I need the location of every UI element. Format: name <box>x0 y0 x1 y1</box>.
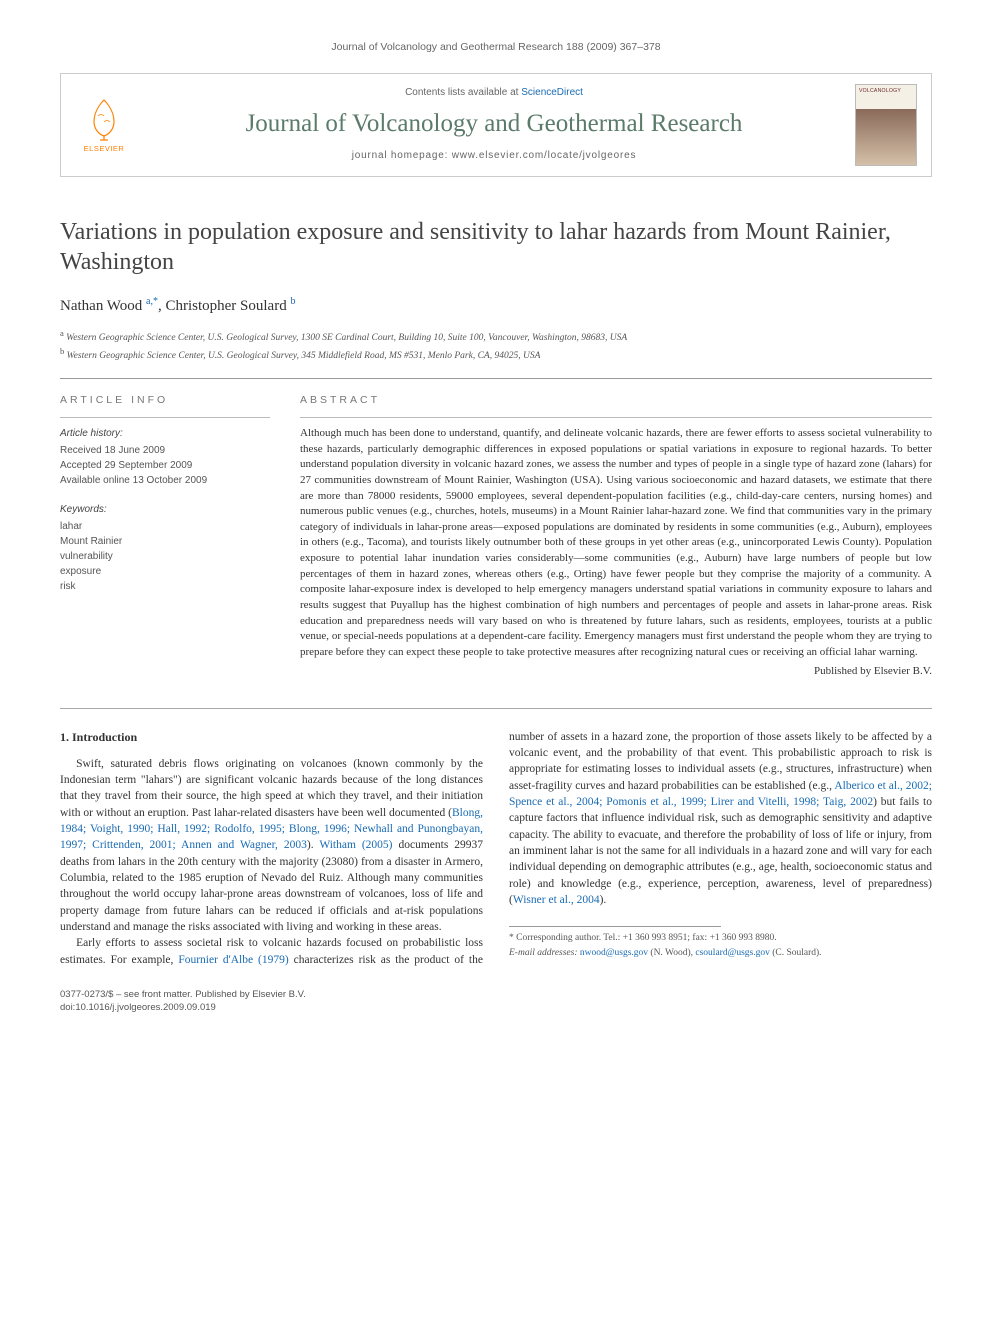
publisher-logo: ELSEVIER <box>75 93 133 157</box>
email-addresses: E-mail addresses: nwood@usgs.gov (N. Woo… <box>509 946 932 960</box>
intro-paragraph-1: Swift, saturated debris flows originatin… <box>60 756 483 936</box>
body-columns: 1. Introduction Swift, saturated debris … <box>60 729 932 968</box>
history-label: Article history: <box>60 426 270 441</box>
sciencedirect-link[interactable]: ScienceDirect <box>521 87 583 98</box>
keyword-item: lahar <box>60 519 270 534</box>
journal-cover-thumbnail: VOLCANOLOGY <box>855 84 917 166</box>
masthead-center: Contents lists available at ScienceDirec… <box>149 86 839 163</box>
elsevier-tree-icon <box>80 94 128 142</box>
contents-line: Contents lists available at ScienceDirec… <box>149 86 839 100</box>
corresponding-author: * Corresponding author. Tel.: +1 360 993… <box>509 931 932 945</box>
history-received: Received 18 June 2009 <box>60 443 270 458</box>
keyword-item: Mount Rainier <box>60 534 270 549</box>
article-info-heading: article info <box>60 393 270 408</box>
keyword-item: vulnerability <box>60 549 270 564</box>
running-head: Journal of Volcanology and Geothermal Re… <box>60 40 932 55</box>
info-abstract-row: article info Article history: Received 1… <box>60 393 932 680</box>
abstract-publisher-line: Published by Elsevier B.V. <box>300 664 932 679</box>
abstract-text: Although much has been done to understan… <box>300 426 932 660</box>
affiliations: a Western Geographic Science Center, U.S… <box>60 327 932 364</box>
journal-name: Journal of Volcanology and Geothermal Re… <box>149 106 839 141</box>
email-person-1: (N. Wood), <box>648 948 695 958</box>
cover-thumb-title: VOLCANOLOGY <box>859 88 901 95</box>
email-label: E-mail addresses: <box>509 948 578 958</box>
footnote-block: * Corresponding author. Tel.: +1 360 993… <box>509 926 932 960</box>
abstract-heading: abstract <box>300 393 932 408</box>
article-info: article info Article history: Received 1… <box>60 393 270 680</box>
keywords-block: Keywords: lahar Mount Rainier vulnerabil… <box>60 502 270 594</box>
email-person-2: (C. Soulard). <box>770 948 822 958</box>
abstract-rule <box>300 417 932 418</box>
homepage-url[interactable]: www.elsevier.com/locate/jvolgeores <box>452 150 637 161</box>
issn-line: 0377-0273/$ – see front matter. Publishe… <box>60 988 932 1001</box>
section-1-heading: 1. Introduction <box>60 729 483 746</box>
article-title: Variations in population exposure and se… <box>60 217 932 277</box>
email-link-2[interactable]: csoulard@usgs.gov <box>695 948 769 958</box>
affiliation-b: b Western Geographic Science Center, U.S… <box>60 345 932 363</box>
keywords-label: Keywords: <box>60 502 270 517</box>
abstract: abstract Although much has been done to … <box>300 393 932 680</box>
footer: 0377-0273/$ – see front matter. Publishe… <box>60 988 932 1015</box>
divider-rule <box>60 378 932 379</box>
info-rule <box>60 417 270 418</box>
homepage-line: journal homepage: www.elsevier.com/locat… <box>149 149 839 163</box>
keyword-item: risk <box>60 579 270 594</box>
history-block: Article history: Received 18 June 2009 A… <box>60 426 270 488</box>
publisher-logo-text: ELSEVIER <box>84 144 125 155</box>
footnote-rule <box>509 926 721 927</box>
affiliation-a: a Western Geographic Science Center, U.S… <box>60 327 932 345</box>
history-accepted: Accepted 29 September 2009 <box>60 458 270 473</box>
keyword-item: exposure <box>60 564 270 579</box>
doi-line: doi:10.1016/j.jvolgeores.2009.09.019 <box>60 1001 932 1014</box>
contents-prefix: Contents lists available at <box>405 87 521 98</box>
homepage-prefix: journal homepage: <box>352 150 452 161</box>
email-link-1[interactable]: nwood@usgs.gov <box>580 948 648 958</box>
masthead: ELSEVIER Contents lists available at Sci… <box>60 73 932 177</box>
history-online: Available online 13 October 2009 <box>60 473 270 488</box>
author-list: Nathan Wood a,*, Christopher Soulard b <box>60 295 932 317</box>
section-divider <box>60 708 932 709</box>
